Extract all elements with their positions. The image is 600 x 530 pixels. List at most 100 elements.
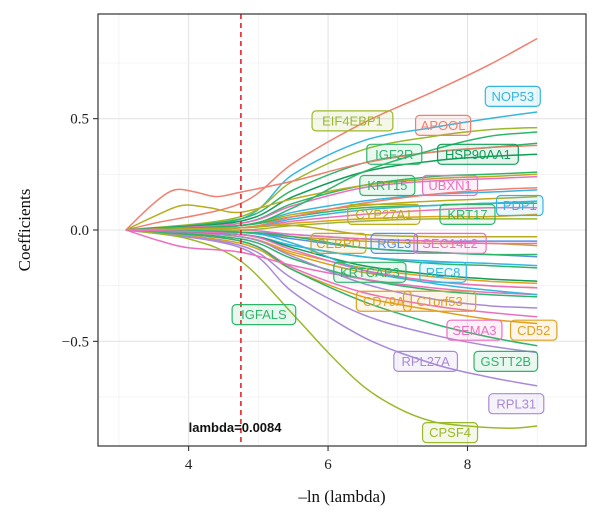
gene-label-ubxn1: UBXN1 — [421, 174, 479, 197]
series-line-apool — [125, 37, 538, 231]
gene-label-box — [393, 350, 459, 372]
gene-label-text: HSP90AA1 — [445, 147, 511, 162]
gene-label-box — [366, 143, 423, 165]
gene-label-text: IGF2R — [375, 147, 413, 162]
gene-label-cyp27a1: CYP27A1 — [347, 203, 421, 226]
gene-label-krt17: KRT17 — [439, 203, 496, 226]
series-line-eif4ebp1 — [125, 126, 538, 231]
coefficient-paths — [125, 37, 538, 429]
gene-label-rgl3: RGL3 — [370, 232, 419, 254]
gene-label-text: CD52 — [517, 323, 550, 338]
gene-label-box — [419, 261, 467, 283]
y-tick-label: 0.5 — [70, 112, 89, 128]
y-tick-label: 0.0 — [70, 223, 89, 239]
gene-label-cd79a: CD79A — [355, 290, 412, 312]
gene-label-box — [509, 319, 558, 341]
gene-label-apool: APOOL — [414, 114, 472, 136]
gene-label-igf2r: IGF2R — [366, 143, 423, 165]
gene-label-pdp1: PDP1 — [495, 194, 544, 217]
gene-label-text: GSTT2B — [481, 354, 532, 369]
gene-label-box — [347, 203, 421, 226]
y-axis-title: Coefficients — [15, 189, 34, 272]
gene-label-box — [310, 232, 367, 254]
gene-label-cd52: CD52 — [509, 319, 558, 341]
gene-label-box — [402, 290, 477, 312]
gene-label-eif4ebp1: EIF4EBP1 — [311, 110, 394, 132]
x-axis-ticks: 4 6 8 — [185, 446, 471, 473]
gene-label-text: CPSF4 — [429, 425, 471, 440]
gene-label-box — [231, 304, 297, 326]
series-line-rpl31 — [125, 229, 538, 387]
gene-label-box — [421, 422, 479, 444]
gene-label-box — [473, 350, 539, 372]
gene-label-cebpd: CEBPD — [310, 232, 367, 254]
gene-labels: NOP53 EIF4EBP1 APOOL IGF2R HSP90AA1 KRT15 UBXN… — [231, 85, 558, 444]
gene-label-box — [495, 194, 544, 217]
gene-label-text: RGL3 — [377, 236, 411, 251]
x-tick-label: 4 — [185, 457, 193, 473]
series-line-26 — [125, 173, 538, 231]
gene-label-box — [439, 203, 496, 226]
gene-label-krtcap3: KRTCAP3 — [333, 261, 407, 283]
series-line-38 — [125, 229, 538, 256]
gene-label-gstt2b: GSTT2B — [473, 350, 539, 372]
gene-label-text: APOOL — [421, 118, 466, 133]
gene-label-text: PDP1 — [503, 198, 537, 213]
series-line-25 — [125, 144, 538, 231]
gene-label-box — [359, 174, 416, 197]
gene-label-rpl31: RPL31 — [488, 393, 545, 415]
gene-label-text: NOP53 — [491, 89, 534, 104]
gene-label-text: KRT15 — [367, 178, 407, 193]
gene-label-text: KRTCAP3 — [340, 265, 400, 280]
gene-label-c1orf53: C1orf53 — [402, 290, 477, 312]
series-line-40 — [125, 229, 538, 289]
series-line-ubxn1 — [125, 175, 538, 231]
gene-label-rec8: REC8 — [419, 261, 467, 283]
gene-label-box — [413, 232, 487, 254]
gene-label-nop53: NOP53 — [484, 85, 541, 107]
gene-label-box — [370, 232, 419, 254]
gene-label-text: C1orf53 — [416, 294, 462, 309]
gene-label-text: CEBPD — [316, 236, 361, 251]
gene-label-text: SEC14L2 — [422, 236, 478, 251]
gene-label-sema3: SEMA3 — [446, 319, 503, 341]
gene-label-text: UBXN1 — [428, 178, 471, 193]
gene-label-krt15: KRT15 — [359, 174, 416, 197]
series-line-27 — [125, 131, 538, 231]
series-line-35 — [125, 217, 538, 232]
series-line-rpl27a — [125, 229, 538, 354]
series-line-cd52 — [125, 229, 538, 325]
gene-label-text: CD79A — [363, 294, 405, 309]
gene-label-igfals: IGFALS — [231, 304, 297, 326]
gene-label-box — [333, 261, 407, 283]
series-line-39 — [125, 224, 538, 238]
gene-label-text: SEMA3 — [452, 323, 496, 338]
gene-label-box — [446, 319, 503, 341]
gene-label-box — [414, 114, 472, 136]
gene-label-box — [488, 393, 545, 415]
x-tick-label: 8 — [464, 457, 472, 473]
gene-label-rpl27a: RPL27A — [393, 350, 459, 372]
gene-label-hsp90aa1: HSP90AA1 — [436, 143, 519, 165]
series-line-cpsf4 — [125, 229, 538, 429]
gene-label-cpsf4: CPSF4 — [421, 422, 479, 444]
gene-label-text: EIF4EBP1 — [322, 113, 383, 128]
gene-label-text: CYP27A1 — [355, 207, 412, 222]
gene-label-text: IGFALS — [241, 307, 287, 322]
gene-label-sec14l2: SEC14L2 — [413, 232, 487, 254]
gene-label-box — [355, 290, 412, 312]
gene-label-box — [421, 174, 479, 197]
gene-label-text: REC8 — [426, 265, 461, 280]
gene-label-text: KRT17 — [447, 207, 487, 222]
gene-label-text: RPL31 — [496, 396, 536, 411]
gene-label-box — [311, 110, 394, 132]
x-tick-label: 6 — [324, 457, 332, 473]
x-axis-title: –ln (lambda) — [297, 487, 385, 506]
y-axis-ticks: −0.5 0.0 0.5 — [62, 112, 98, 350]
gene-label-box — [484, 85, 541, 107]
y-tick-label: −0.5 — [62, 334, 89, 350]
lambda-annotation: lambda=0.0084 — [189, 420, 283, 435]
gene-label-box — [436, 143, 519, 165]
gene-label-text: RPL27A — [401, 354, 450, 369]
